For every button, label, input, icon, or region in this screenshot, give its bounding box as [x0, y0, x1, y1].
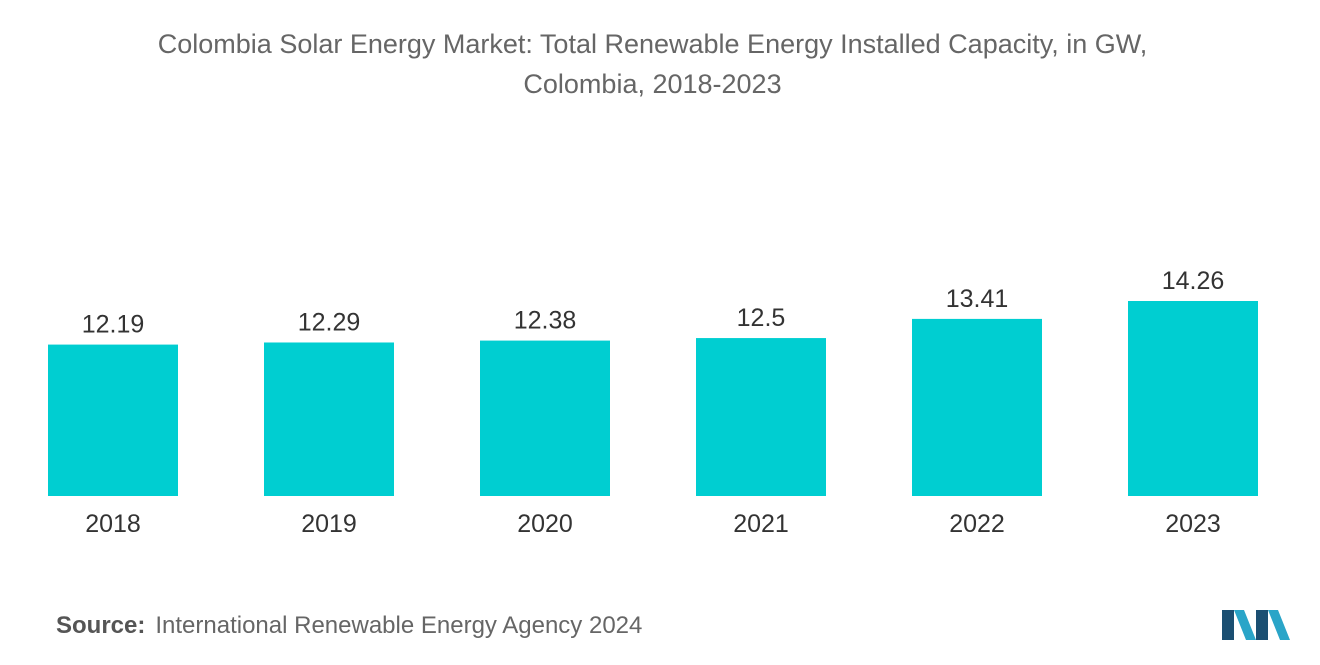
- chart-title-line-2: Colombia, 2018-2023: [523, 69, 782, 99]
- x-tick-label-2019: 2019: [301, 510, 357, 538]
- x-tick-label-2023: 2023: [1165, 510, 1221, 538]
- bar-2021: [696, 338, 826, 496]
- chart-title: Colombia Solar Energy Market: Total Rene…: [0, 24, 1305, 104]
- x-tick-label-2020: 2020: [517, 510, 573, 538]
- source-label: Source:: [56, 612, 146, 639]
- chart-title-line-1: Colombia Solar Energy Market: Total Rene…: [157, 29, 1148, 59]
- x-tick-label-2018: 2018: [85, 510, 141, 538]
- x-tick-label-2022: 2022: [949, 510, 1005, 538]
- x-tick-label-2021: 2021: [733, 510, 789, 538]
- brand-logo-icon: [1222, 610, 1290, 640]
- value-label-2018: 12.19: [82, 311, 145, 339]
- value-label-2021: 12.5: [737, 304, 786, 332]
- bar-2020: [480, 340, 610, 496]
- value-label-2022: 13.41: [946, 285, 1009, 313]
- bar-2018: [48, 344, 178, 496]
- source-text: International Renewable Energy Agency 20…: [155, 612, 643, 639]
- value-label-2019: 12.29: [298, 308, 361, 336]
- bar-2023: [1128, 301, 1258, 496]
- value-label-2023: 14.26: [1162, 267, 1225, 295]
- source-note: Source: International Renewable Energy Ag…: [56, 612, 642, 640]
- bar-2022: [912, 318, 1042, 496]
- bar-chart: 12.19 2018 12.29 2019 12.38 2020 12.5 2021 13.41…: [48, 267, 1258, 538]
- value-label-2020: 12.38: [514, 307, 577, 335]
- bar-2019: [264, 342, 394, 496]
